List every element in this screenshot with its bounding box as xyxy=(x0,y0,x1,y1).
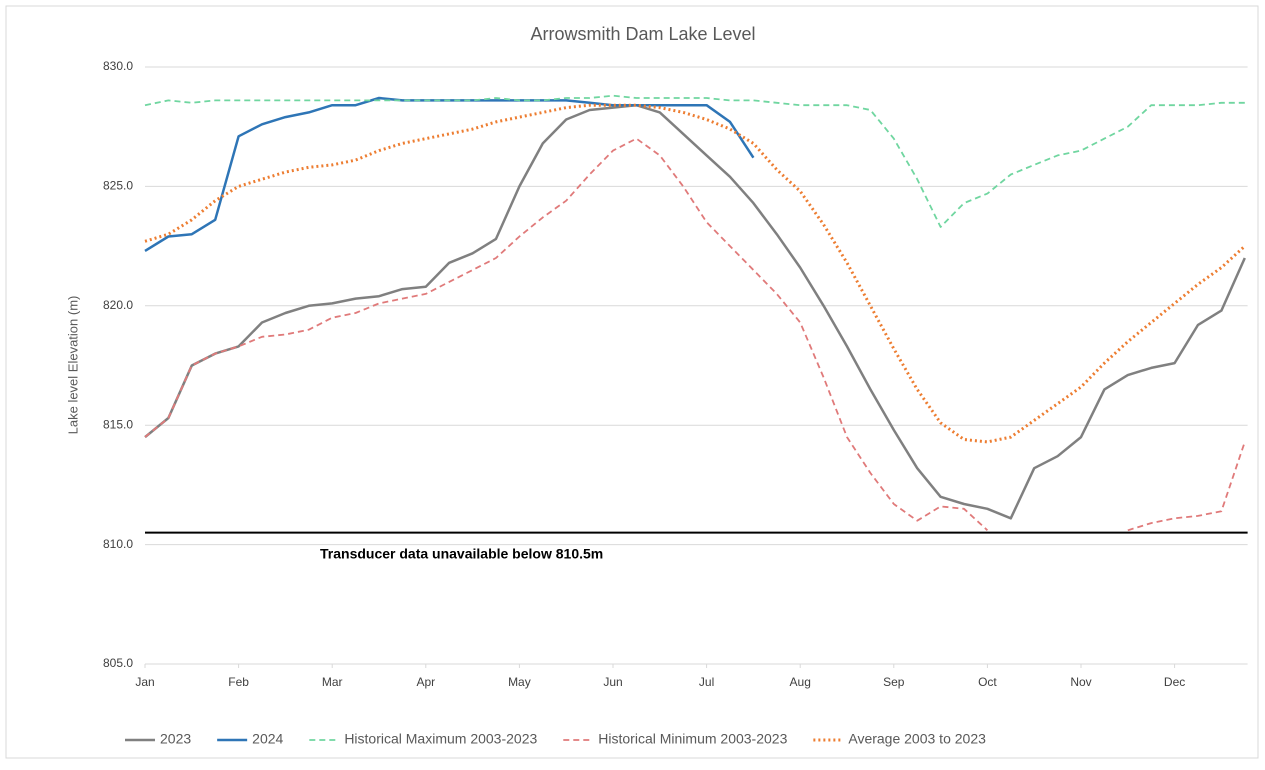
series-line xyxy=(144,103,1246,444)
y-tick-label: 805.0 xyxy=(103,656,133,670)
x-tick-label: May xyxy=(508,675,531,689)
y-tick-label: 810.0 xyxy=(103,537,133,551)
x-tick-label: Aug xyxy=(790,675,811,689)
y-tick-label: 825.0 xyxy=(103,179,133,193)
series-line xyxy=(144,103,1246,520)
legend-label: Historical Minimum 2003-2023 xyxy=(598,731,787,747)
x-tick-label: Oct xyxy=(978,675,997,689)
x-tick-label: Apr xyxy=(416,675,435,689)
legend-label: Historical Maximum 2003-2023 xyxy=(344,731,537,747)
annotation: Transducer data unavailable below 810.5m xyxy=(320,545,603,561)
legend-label: 2024 xyxy=(252,731,283,747)
x-tick-label: Nov xyxy=(1070,675,1091,689)
y-tick-label: 830.0 xyxy=(103,59,133,73)
x-tick-label: Feb xyxy=(228,675,249,689)
x-tick-label: Sep xyxy=(883,675,905,689)
x-tick-label: Dec xyxy=(1164,675,1185,689)
x-tick-label: Mar xyxy=(322,675,343,689)
chart-frame xyxy=(5,5,1259,759)
x-tick-label: Jan xyxy=(135,675,154,689)
x-tick-label: Jun xyxy=(603,675,622,689)
legend-label: Average 2003 to 2023 xyxy=(848,731,986,747)
chart-title: Arrowsmith Dam Lake Level xyxy=(530,24,755,44)
series-line xyxy=(144,94,1245,228)
y-axis-label: Lake level Elevation (m) xyxy=(65,296,80,435)
series-line xyxy=(144,137,1246,532)
x-tick-label: Jul xyxy=(699,675,714,689)
y-tick-label: 815.0 xyxy=(103,417,133,431)
y-tick-label: 820.0 xyxy=(103,298,133,312)
legend-label: 2023 xyxy=(160,731,191,747)
